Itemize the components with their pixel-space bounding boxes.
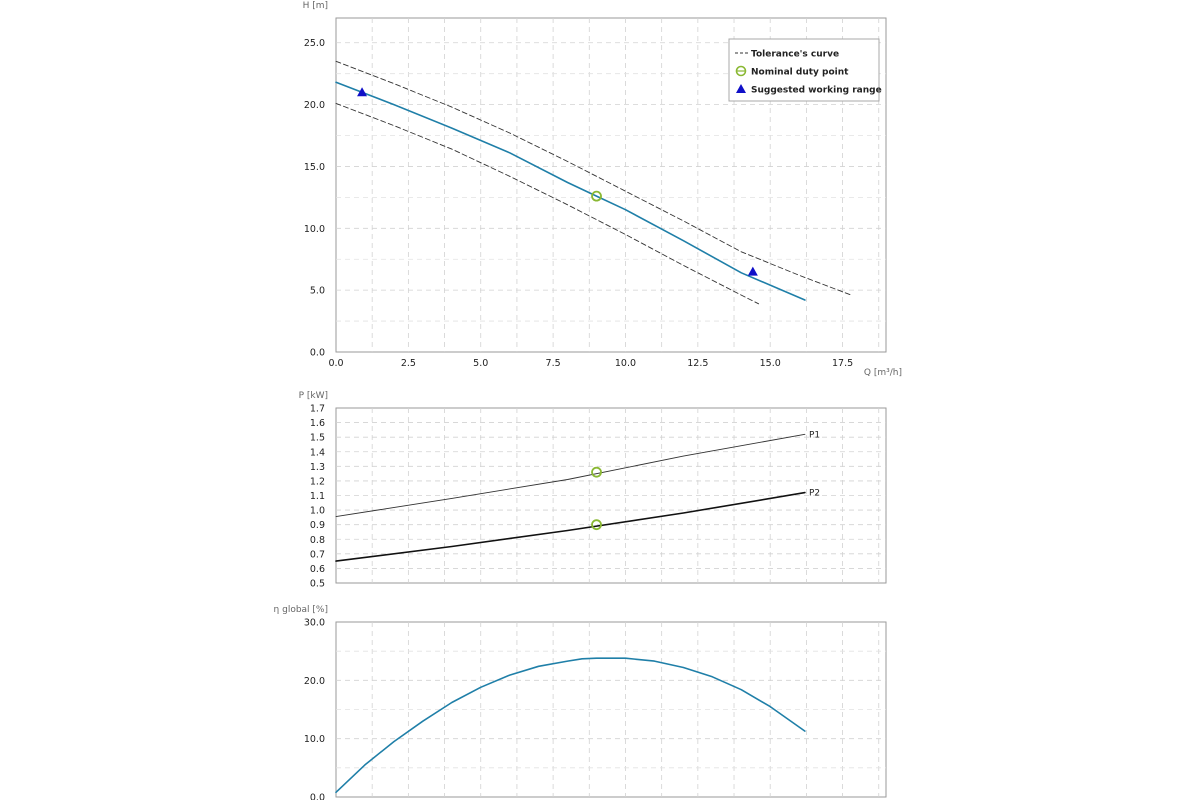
y-axis-title: H [m] xyxy=(303,1,328,11)
y-tick-label: 0.8 xyxy=(310,535,325,546)
y-tick-label: 1.2 xyxy=(310,476,325,487)
y-tick-label: 1.5 xyxy=(310,433,325,444)
y-tick-label: 5.0 xyxy=(310,286,325,297)
y-tick-label: 1.4 xyxy=(310,447,325,458)
x-tick-label: 0.0 xyxy=(328,358,343,369)
legend-triangle-swatch xyxy=(736,84,746,93)
x-tick-label: 5.0 xyxy=(473,358,488,369)
y-tick-label: 0.6 xyxy=(310,564,325,575)
x-tick-label: 15.0 xyxy=(760,358,781,369)
x-tick-label: 2.5 xyxy=(401,358,416,369)
legend-box xyxy=(728,38,880,102)
tolerance-curve-line xyxy=(335,60,852,296)
tolerance-curve-line xyxy=(335,102,760,305)
efficiency-curve-line xyxy=(335,657,806,794)
x-axis-title: Q [m³/h] xyxy=(864,368,902,378)
head-curve-line xyxy=(335,81,806,301)
y-axis-title: P [kW] xyxy=(299,391,328,401)
y-tick-label: 1.3 xyxy=(310,462,325,473)
y-tick-label: 1.6 xyxy=(310,418,325,429)
y-tick-label: 0.0 xyxy=(310,793,325,800)
x-tick-label: 17.5 xyxy=(832,358,853,369)
y-tick-label: 15.0 xyxy=(304,162,325,173)
y-tick-label: 0.9 xyxy=(310,520,325,531)
working-range-marker xyxy=(357,87,368,97)
y-tick-label: 20.0 xyxy=(304,676,325,687)
y-tick-label: 1.1 xyxy=(310,491,325,502)
y-axis-title: η global [%] xyxy=(274,605,328,615)
x-tick-label: 12.5 xyxy=(687,358,708,369)
power-chart: 0.5 0.6 0.7 0.8 0.9 1.0 1.1 1.2 1.3 1.4 1.5 1.6 1.7 P… xyxy=(299,391,887,590)
y-tick-label: 1.7 xyxy=(310,404,325,415)
y-tick-label: 0.5 xyxy=(310,579,325,590)
y-tick-label: 25.0 xyxy=(304,38,325,49)
duty-point-marker xyxy=(591,466,602,478)
legend-label: Tolerance's curve xyxy=(751,50,839,60)
y-tick-label: 0.0 xyxy=(310,348,325,359)
x-tick-label: 7.5 xyxy=(546,358,561,369)
y-tick-label: 10.0 xyxy=(304,734,325,745)
efficiency-chart: 0.0 10.0 20.0 30.0 η global [%] xyxy=(274,605,887,800)
x-tick-label: 10.0 xyxy=(615,358,636,369)
legend-label: Nominal duty point xyxy=(751,68,849,78)
y-tick-label: 10.0 xyxy=(304,224,325,235)
working-range-marker xyxy=(747,266,758,276)
series-label: P2 xyxy=(809,489,820,499)
y-tick-label: 20.0 xyxy=(304,100,325,111)
p1-curve-line xyxy=(335,433,806,518)
y-tick-label: 0.7 xyxy=(310,549,325,560)
p2-curve-line xyxy=(335,491,806,562)
series-label: P1 xyxy=(809,430,820,440)
head-chart: 0.0 5.0 10.0 15.0 20.0 25.0 0.0 2.5 5.0 7.5 10.0 12… xyxy=(303,1,902,378)
y-tick-label: 30.0 xyxy=(304,618,325,629)
duty-point-marker xyxy=(591,519,602,531)
y-tick-label: 1.0 xyxy=(310,506,325,517)
duty-point-marker xyxy=(591,190,602,202)
legend-label: Suggested working range xyxy=(751,86,882,96)
